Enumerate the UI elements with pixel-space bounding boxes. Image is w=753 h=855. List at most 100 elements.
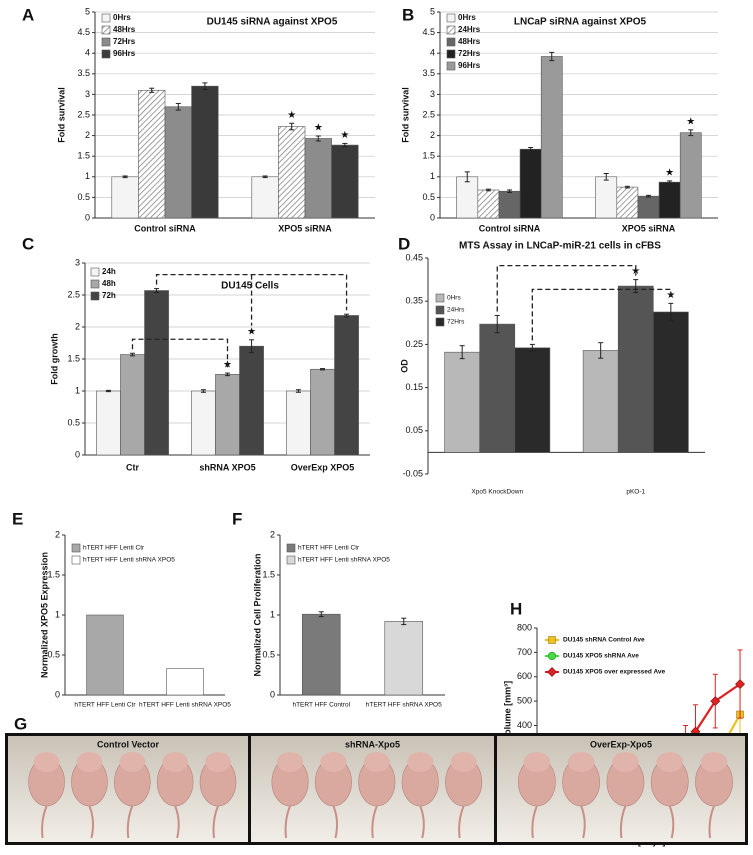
bar [138,89,166,219]
y-tick-label: 0.35 [405,296,423,306]
legend-label: 96Hrs [113,49,136,58]
chart-title: DU145 siRNA against XPO5 [207,17,338,28]
y-tick-label: 0 [55,689,60,699]
y-tick-label: 0.5 [67,417,80,427]
marker [710,696,721,707]
panel-letter: A [22,5,34,24]
y-tick-label: 4.5 [77,27,90,37]
y-axis-title: Fold survival [56,87,66,143]
y-tick-label: 500 [517,696,532,706]
legend-swatch [90,267,100,277]
y-tick-label: 0.25 [405,339,423,349]
mouse-tail [668,805,675,839]
y-axis-title: Normalized XPO5 Expression [39,552,49,678]
mouse-head [76,752,103,772]
y-tick-label: 700 [517,647,532,657]
y-tick-label: 5 [430,6,435,16]
legend-label: hTERT HFF Lenti Ctr [83,545,145,552]
mouse-head [277,752,304,772]
y-tick-label: 4 [85,48,90,58]
mouse-tail [332,805,339,839]
bar [251,176,279,219]
mouse-head [205,752,231,772]
legend-label: 0Hrs [458,13,476,22]
bar [215,374,240,456]
mouse-tail [419,805,425,839]
legend-swatch [90,291,100,301]
legend-swatch [435,293,445,303]
y-tick-label: 0 [75,449,80,459]
x-tick-label: hTERT HFF Lenti shRNA XPO5 [139,702,231,709]
x-tick-label: Control siRNA [479,223,541,233]
legend-marker [548,636,556,644]
bar [540,56,563,219]
y-tick-label: 1.5 [67,353,80,363]
bar [86,614,124,696]
y-tick-label: 800 [517,622,532,632]
bar [498,190,521,219]
significance-star: ★ [631,266,640,277]
mouse-tail [41,805,48,839]
panel-letter: H [510,599,522,618]
mouse-tail [88,805,95,839]
mouse-head [407,752,434,772]
legend-label: hTERT HFF Lenti Ctr [298,545,360,552]
comparison-bracket [531,288,672,341]
y-tick-label: 3 [430,89,435,99]
mouse-head [162,752,188,772]
mouse-head [363,752,390,772]
bar [479,323,516,453]
legend-label: 0Hrs [113,13,131,22]
bar [166,668,204,696]
legend-swatch [435,305,445,315]
marker [735,679,745,689]
y-tick-label: -0.05 [402,468,423,478]
legend-marker [547,651,557,661]
bar [278,126,306,219]
y-tick-label: 0.5 [262,649,275,659]
bar [286,390,311,456]
x-tick-label: hTERT HFF shRNA XPO5 [366,702,442,709]
legend-swatch [71,543,81,553]
bar [617,285,654,453]
y-tick-label: 1.5 [47,569,60,579]
y-tick-label: 0 [85,212,90,222]
legend-label: hTERT HFF Lenti shRNA XPO5 [83,557,175,564]
mouse-tail [126,805,134,839]
legend-label: hTERT HFF Lenti shRNA XPO5 [298,557,390,564]
y-tick-label: 1.5 [262,569,275,579]
bar [679,132,702,219]
legend-label: 24h [102,267,116,276]
y-tick-label: 1.5 [77,151,90,161]
mouse-tail [371,805,378,839]
mouse-tail [284,805,291,839]
bar [96,390,121,456]
y-tick-label: 1.5 [422,151,435,161]
bar [111,176,139,219]
bar [384,621,424,696]
y-axis-title: Fold survival [400,87,410,143]
y-tick-label: 0.5 [47,649,60,659]
legend-swatch [101,13,111,23]
y-tick-label: 1 [75,385,80,395]
y-axis-title: Tumor Volume [mm³] [502,681,512,770]
y-tick-label: 1 [85,171,90,181]
mouse-head [700,752,728,772]
legend-swatch [90,279,100,289]
panel-letter: D [398,234,410,253]
x-tick-label: hTERT HFF Lenti Ctr [74,702,136,709]
legend-swatch [446,37,456,47]
y-tick-label: 5 [85,6,90,16]
mouse-head [450,752,477,772]
legend-swatch [101,37,111,47]
photo-label: shRNA-Xpo5 [345,739,400,749]
significance-star: ★ [665,168,674,179]
mouse-tail [212,805,219,839]
legend-swatch [286,543,296,553]
x-tick-label: OverExp XPO5 [291,462,355,472]
comparison-bracket [496,264,637,312]
bar [191,390,216,456]
legend-label: 72Hrs [447,319,465,326]
mouse-tail [531,805,538,839]
